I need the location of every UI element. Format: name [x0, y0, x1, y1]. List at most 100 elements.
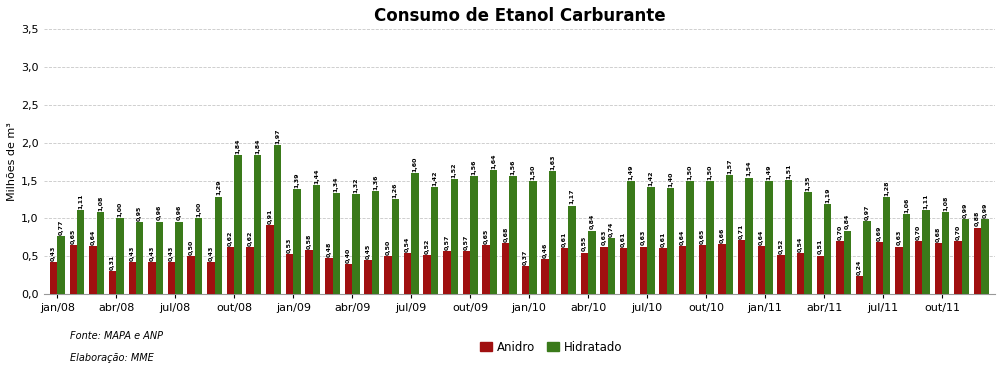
Text: 0,52: 0,52 [425, 238, 430, 254]
Bar [50, 262, 57, 294]
Bar [805, 192, 812, 294]
Text: 1,49: 1,49 [767, 165, 772, 180]
Bar [168, 262, 175, 294]
Text: 1,44: 1,44 [315, 169, 320, 184]
Text: 1,57: 1,57 [727, 159, 732, 174]
Bar [404, 253, 411, 294]
Text: 0,71: 0,71 [739, 224, 744, 239]
Text: 0,46: 0,46 [542, 243, 547, 258]
Text: 1,54: 1,54 [746, 161, 752, 177]
Text: 0,43: 0,43 [208, 245, 213, 261]
Bar [561, 248, 568, 294]
Text: 1,50: 1,50 [530, 164, 535, 180]
Bar [384, 256, 392, 294]
Text: 0,63: 0,63 [641, 230, 646, 245]
Bar [903, 214, 910, 294]
Bar [128, 262, 136, 294]
Text: 0,52: 0,52 [779, 238, 784, 254]
Bar [824, 204, 832, 294]
Bar [443, 251, 451, 294]
Text: 0,48: 0,48 [327, 241, 332, 257]
Text: 0,65: 0,65 [699, 229, 704, 244]
Text: 0,43: 0,43 [51, 245, 56, 261]
Text: 1,26: 1,26 [393, 182, 398, 198]
Text: 1,51: 1,51 [786, 163, 791, 179]
Bar [226, 247, 234, 294]
Text: 0,50: 0,50 [188, 240, 193, 255]
Bar [706, 181, 713, 294]
Text: 1,19: 1,19 [826, 187, 831, 203]
Bar [325, 258, 333, 294]
Text: 1,64: 1,64 [491, 153, 496, 169]
Bar [109, 271, 116, 294]
Y-axis label: Milhões de m³: Milhões de m³ [7, 122, 17, 201]
Text: 0,45: 0,45 [366, 244, 371, 259]
Bar [581, 252, 588, 294]
Bar [286, 254, 294, 294]
Text: 0,62: 0,62 [228, 231, 233, 246]
Bar [766, 181, 773, 294]
Bar [686, 181, 694, 294]
Bar [844, 231, 851, 294]
Text: 0,50: 0,50 [386, 240, 391, 255]
Bar [234, 155, 241, 294]
Text: 0,57: 0,57 [444, 234, 449, 250]
Text: 0,61: 0,61 [660, 231, 665, 247]
Bar [529, 181, 537, 294]
Bar [187, 256, 195, 294]
Bar [207, 262, 214, 294]
Text: 1,84: 1,84 [235, 138, 240, 154]
Bar [345, 264, 353, 294]
Text: 0,43: 0,43 [149, 245, 154, 261]
Bar [942, 212, 950, 294]
Bar [588, 231, 595, 294]
Text: 0,95: 0,95 [137, 206, 142, 221]
Text: 0,65: 0,65 [71, 229, 76, 244]
Bar [451, 179, 458, 294]
Text: 0,96: 0,96 [157, 205, 162, 220]
Bar [333, 193, 340, 294]
Bar [600, 247, 608, 294]
Text: 0,62: 0,62 [247, 231, 253, 246]
Text: 1,97: 1,97 [275, 128, 280, 144]
Text: 0,70: 0,70 [838, 225, 843, 240]
Bar [372, 191, 380, 294]
Text: 0,61: 0,61 [621, 231, 626, 247]
Bar [962, 219, 969, 294]
Text: 1,63: 1,63 [550, 154, 555, 170]
Text: 1,08: 1,08 [943, 196, 948, 211]
Bar [745, 178, 753, 294]
Text: 1,29: 1,29 [215, 180, 220, 195]
Bar [778, 255, 785, 294]
Text: 1,60: 1,60 [413, 156, 418, 172]
Text: 1,42: 1,42 [648, 170, 653, 185]
Bar [974, 227, 981, 294]
Text: 1,17: 1,17 [570, 189, 575, 205]
Text: Fonte: MAPA e ANP: Fonte: MAPA e ANP [70, 330, 163, 340]
Text: 0,68: 0,68 [503, 226, 508, 241]
Text: 0,55: 0,55 [582, 236, 587, 251]
Bar [856, 276, 864, 294]
Bar [246, 247, 254, 294]
Text: 1,36: 1,36 [373, 174, 378, 190]
Text: 0,40: 0,40 [346, 248, 351, 263]
Bar [541, 259, 549, 294]
Bar [837, 241, 844, 294]
Legend: Anidro, Hidratado: Anidro, Hidratado [476, 336, 626, 358]
Bar [57, 236, 65, 294]
Text: 0,64: 0,64 [680, 229, 685, 245]
Bar [116, 219, 124, 294]
Bar [876, 242, 883, 294]
Bar [392, 199, 399, 294]
Text: 0,24: 0,24 [857, 259, 862, 275]
Text: 0,54: 0,54 [405, 237, 410, 252]
Bar [490, 170, 497, 294]
Text: 0,70: 0,70 [916, 225, 921, 240]
Text: 0,58: 0,58 [307, 234, 312, 249]
Text: 1,39: 1,39 [295, 172, 300, 188]
Bar [89, 246, 96, 294]
Bar [470, 176, 478, 294]
Bar [785, 180, 793, 294]
Text: 0,66: 0,66 [719, 228, 724, 243]
Text: 0,96: 0,96 [176, 205, 181, 220]
